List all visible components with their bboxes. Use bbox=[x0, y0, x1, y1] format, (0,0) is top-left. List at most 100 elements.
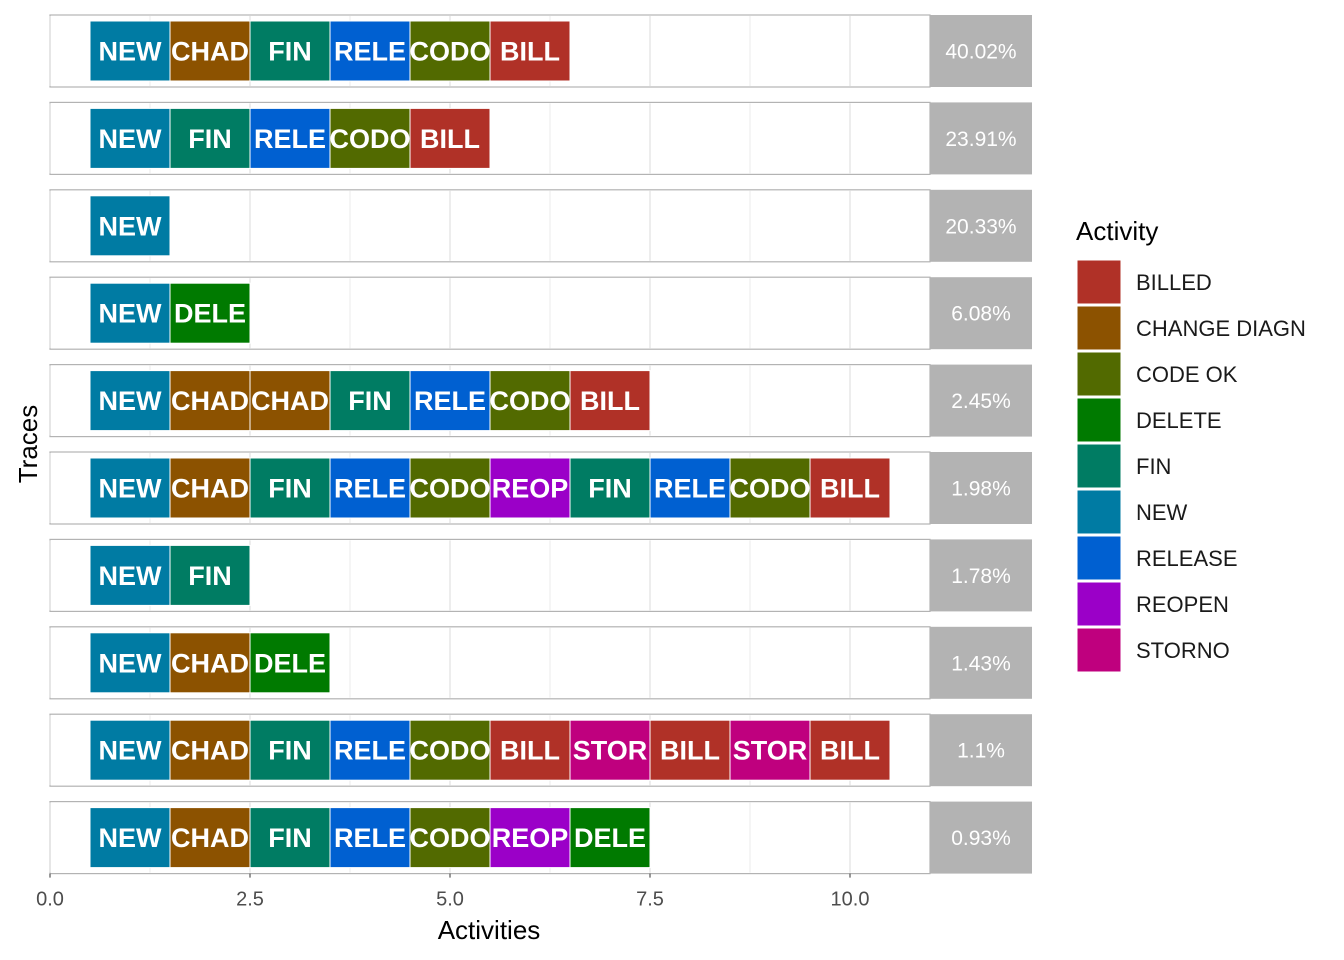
activity-segment bbox=[329, 370, 411, 432]
activity-segment bbox=[89, 807, 171, 869]
activity-label: RELE bbox=[654, 474, 726, 504]
legend-key bbox=[1076, 535, 1122, 581]
activity-label: NEW bbox=[99, 561, 163, 591]
trace-row: NEW CHAD DELE 1.43% bbox=[49, 626, 1032, 700]
activity-segment bbox=[249, 107, 331, 169]
percent-box bbox=[930, 801, 1032, 874]
activity-segment bbox=[729, 457, 811, 519]
trace-percent-label: 23.91% bbox=[945, 128, 1016, 151]
trace-row: NEW FIN RELE CODO BILL 23.91% bbox=[49, 101, 1032, 176]
activity-label: BILL bbox=[420, 124, 480, 154]
activity-segment bbox=[569, 457, 651, 519]
activity-segment bbox=[249, 457, 331, 519]
activity-label: CHAD bbox=[251, 386, 329, 416]
activity-segment bbox=[89, 107, 171, 169]
x-tick-label: 7.5 bbox=[636, 889, 664, 911]
activity-segment bbox=[409, 807, 491, 869]
activity-segment bbox=[329, 807, 411, 869]
activity-label: NEW bbox=[99, 211, 163, 241]
legend-key bbox=[1076, 489, 1122, 535]
trace-panel bbox=[49, 189, 931, 263]
activity-label: BILL bbox=[660, 736, 720, 766]
percent-box bbox=[930, 714, 1032, 787]
activity-label: BILL bbox=[500, 736, 560, 766]
percent-box bbox=[930, 277, 1032, 350]
legend-title: Activity bbox=[1076, 216, 1158, 246]
legend-label: RELEASE bbox=[1136, 546, 1238, 571]
activity-label: RELE bbox=[254, 124, 326, 154]
activity-label: BILL bbox=[820, 474, 880, 504]
activity-segment bbox=[809, 719, 891, 781]
activity-label: NEW bbox=[99, 736, 163, 766]
legend-label: CODE OK bbox=[1136, 362, 1238, 387]
activity-label: FIN bbox=[268, 823, 312, 853]
activity-label: CHAD bbox=[171, 736, 249, 766]
x-tick-label: 10.0 bbox=[831, 889, 870, 911]
trace-row: NEW DELE 6.08% bbox=[49, 276, 1032, 350]
trace-percent-label: 40.02% bbox=[945, 41, 1016, 64]
activity-segment bbox=[569, 370, 651, 432]
legend-key bbox=[1076, 259, 1122, 305]
activity-segment bbox=[489, 807, 571, 869]
legend-label: REOPEN bbox=[1136, 592, 1229, 617]
activity-label: DELE bbox=[254, 648, 326, 678]
activity-label: NEW bbox=[99, 37, 163, 67]
percent-box bbox=[930, 102, 1032, 175]
trace-percent-label: 1.1% bbox=[957, 740, 1005, 763]
percent-box bbox=[930, 15, 1032, 87]
activity-label: BILL bbox=[580, 386, 640, 416]
activity-segment bbox=[569, 807, 651, 869]
activity-label: CHAD bbox=[171, 823, 249, 853]
activity-segment bbox=[169, 282, 251, 344]
legend-item: NEW bbox=[1076, 489, 1188, 535]
activity-segment bbox=[809, 457, 891, 519]
activity-segment bbox=[729, 719, 811, 781]
activity-segment bbox=[169, 107, 251, 169]
legend-item: REOPEN bbox=[1076, 581, 1229, 627]
trace-row: NEW CHAD FIN RELE CODO BILL STOR BILL STOR BILL 1.… bbox=[49, 713, 1032, 787]
legend-label: CHANGE DIAGN bbox=[1136, 316, 1306, 341]
activity-label: NEW bbox=[99, 648, 163, 678]
legend-label: FIN bbox=[1136, 454, 1171, 479]
activity-segment bbox=[169, 370, 251, 432]
activity-label: FIN bbox=[268, 736, 312, 766]
legend-label: NEW bbox=[1136, 500, 1188, 525]
x-tick-label: 2.5 bbox=[236, 889, 264, 911]
activity-label: RELE bbox=[334, 823, 406, 853]
activity-segment bbox=[329, 457, 411, 519]
activity-label: BILL bbox=[500, 37, 560, 67]
legend-key bbox=[1076, 581, 1122, 627]
trace-percent-label: 1.98% bbox=[951, 478, 1011, 501]
activity-label: CODO bbox=[730, 474, 811, 504]
activity-label: FIN bbox=[348, 386, 392, 416]
activity-segment bbox=[409, 20, 491, 82]
activity-label: NEW bbox=[99, 386, 163, 416]
legend-label: BILLED bbox=[1136, 270, 1212, 295]
x-tick-label: 0.0 bbox=[36, 889, 64, 911]
activity-segment bbox=[489, 457, 571, 519]
activity-segment bbox=[489, 20, 571, 82]
activity-label: CHAD bbox=[171, 37, 249, 67]
legend-item: BILLED bbox=[1076, 259, 1212, 305]
activity-label: NEW bbox=[99, 299, 163, 329]
x-axis: 0.0 2.5 5.0 7.5 10.0 bbox=[36, 873, 870, 911]
percent-box bbox=[930, 452, 1032, 524]
legend-key bbox=[1076, 351, 1122, 397]
activity-label: CODO bbox=[410, 37, 491, 67]
legend-key bbox=[1076, 627, 1122, 673]
activity-segment bbox=[409, 107, 491, 169]
trace-row: NEW CHAD FIN RELE CODO REOP DELE 0.93% bbox=[49, 800, 1032, 875]
activity-segment bbox=[89, 719, 171, 781]
legend-item: CHANGE DIAGN bbox=[1076, 305, 1306, 351]
legend-label: DELETE bbox=[1136, 408, 1222, 433]
activity-segment bbox=[249, 807, 331, 869]
activity-label: CODO bbox=[330, 124, 411, 154]
activity-segment bbox=[89, 544, 171, 606]
legend-key bbox=[1076, 305, 1122, 351]
legend-item: CODE OK bbox=[1076, 351, 1238, 397]
activity-label: STOR bbox=[733, 736, 808, 766]
percent-box bbox=[930, 626, 1032, 699]
activity-label: NEW bbox=[99, 124, 163, 154]
activity-label: REOP bbox=[492, 474, 569, 504]
